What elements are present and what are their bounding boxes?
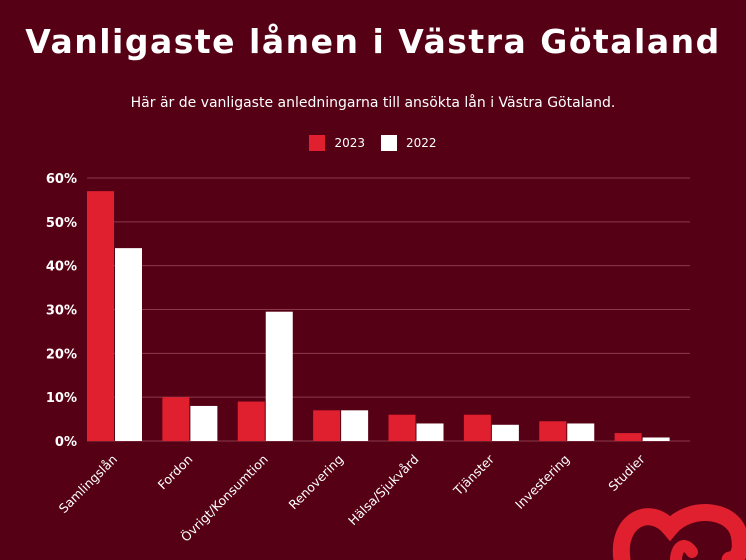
x-tick-label: Hälsa/Sjukvård (345, 452, 422, 529)
y-tick-label: 50% (46, 216, 77, 231)
y-tick-label: 30% (46, 304, 77, 319)
logo-mark (612, 504, 746, 560)
bars (87, 191, 670, 441)
y-tick-label: 0% (55, 435, 77, 450)
bar-2023 (388, 414, 416, 441)
legend-label-2022: 2022 (406, 136, 437, 150)
x-tick-label: Tjänster (450, 451, 498, 499)
x-tick-label: Investering (512, 452, 572, 512)
chart-subtitle: Här är de vanligaste anledningarna till … (130, 95, 616, 111)
bar-2023 (87, 191, 114, 441)
bar-2023 (614, 433, 642, 441)
x-tick-label: Renovering (285, 452, 346, 513)
bar-2022 (567, 423, 595, 441)
bar-2023 (237, 401, 265, 441)
x-tick-label: Samlingslån (56, 452, 120, 516)
x-tick-label: Fordon (155, 452, 196, 493)
legend-label-2023: 2023 (334, 136, 365, 150)
legend: 2023 2022 (0, 135, 746, 151)
bar-2022 (190, 405, 218, 441)
bar-2022 (115, 248, 142, 441)
bar-2023 (463, 414, 491, 441)
bar-2022 (491, 424, 519, 441)
legend-swatch-2022 (381, 135, 397, 151)
y-tick-label: 60% (46, 172, 77, 187)
chart-title: Vanligaste lånen i Västra Götaland (25, 22, 721, 61)
bar-2023 (162, 397, 190, 441)
y-axis: 0% 10% 20% 30% 40% 50% 60% (46, 172, 77, 450)
y-tick-label: 20% (46, 347, 77, 362)
legend-swatch-2023 (309, 135, 326, 151)
bar-2022 (265, 311, 293, 441)
bar-2022 (642, 437, 670, 441)
x-tick-label: Studier (605, 451, 648, 494)
bar-2023 (539, 421, 567, 441)
legend-item-2023: 2023 (309, 135, 365, 151)
bar-2023 (313, 410, 341, 441)
bar-2022 (416, 423, 444, 441)
y-tick-label: 10% (46, 391, 77, 406)
bar-2022 (341, 410, 369, 441)
y-tick-label: 40% (46, 260, 77, 275)
legend-item-2022: 2022 (381, 135, 437, 151)
